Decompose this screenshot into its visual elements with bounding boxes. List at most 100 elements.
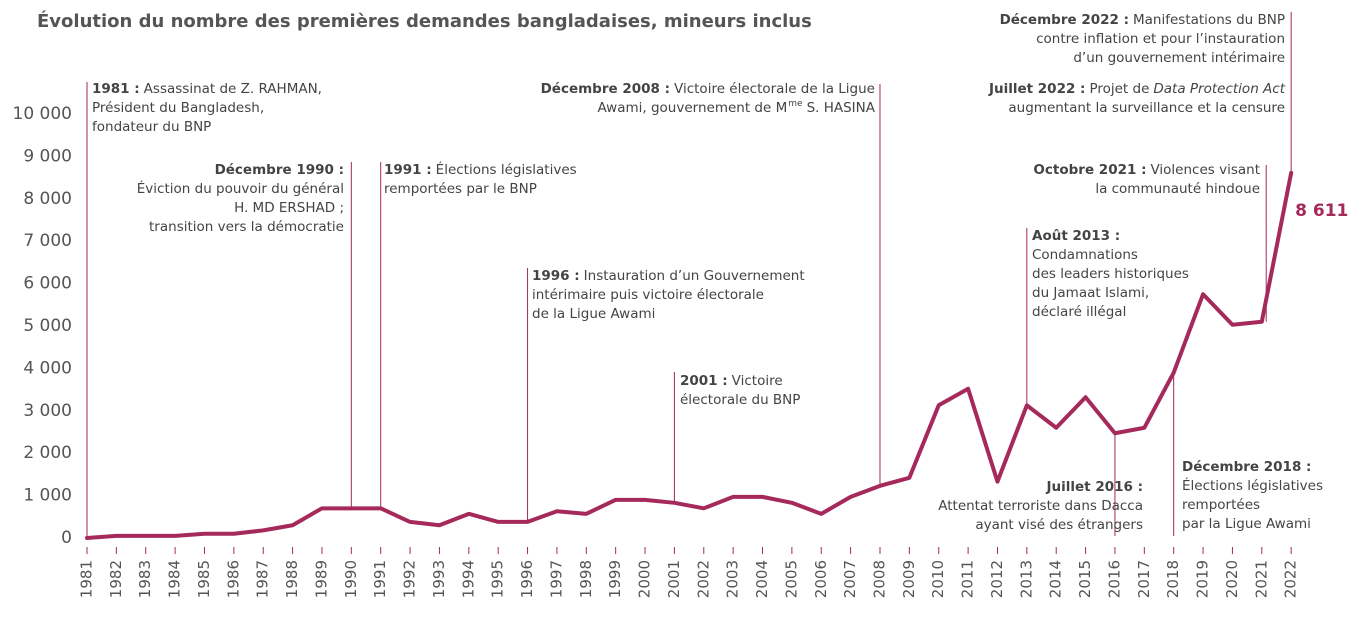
x-tick-label: 1996 [518,560,536,598]
annotation-text: Élections législatives [1182,477,1323,494]
annotation-text: intérimaire puis victoire électorale [532,287,764,303]
annotation: Décembre 1990 : [215,162,344,178]
annotation-text: H. MD ERSHAD ; [234,200,344,216]
y-tick-label: 7 000 [23,231,72,251]
annotation: par la Ligue Awami [1182,516,1311,532]
annotation-text: transition vers la démocratie [149,219,344,235]
annotation: remportées [1182,497,1260,513]
y-tick-label: 3 000 [23,401,72,421]
annotation-text: par la Ligue Awami [1182,516,1311,532]
x-tick-label: 2002 [694,560,712,598]
annotation: d’un gouvernement intérimaire [1073,50,1285,66]
annotation-label: Juillet 2022 : [988,81,1086,97]
annotation: Décembre 2018 : [1182,459,1311,475]
annotation: contre inflation et pour l’instauration [1036,31,1285,47]
annotation: des leaders historiques [1032,266,1189,282]
x-tick-label: 2009 [900,560,918,598]
annotation-label: 2001 : [680,373,728,389]
chart-title: Évolution du nombre des premières demand… [37,10,812,32]
annotation: Attentat terroriste dans Dacca [938,498,1143,514]
x-tick-label: 1982 [107,560,125,598]
annotation-text: Projet de [1089,81,1149,97]
annotation: 2001 : Victoire [680,373,783,389]
annotation: 1991 : Élections législatives [384,161,577,178]
x-tick-label: 2000 [636,560,654,598]
annotation-text: S. HASINA [807,100,876,116]
annotation-text: contre inflation et pour l’instauration [1036,31,1285,47]
annotation: Décembre 2008 : Victoire électorale de la… [541,81,875,97]
x-tick-label: 2011 [959,560,977,598]
x-tick-label: 1983 [136,560,154,598]
x-tick-label: 1988 [283,560,301,598]
annotation-label: Décembre 2008 : [541,81,670,97]
annotation: Awami, gouvernement de Mme S. HASINA [597,99,875,117]
annotation-text: Président du Bangladesh, [92,100,264,116]
x-tick-label: 2008 [870,560,888,598]
y-tick-label: 4 000 [23,358,72,378]
x-tick-label: 1994 [459,560,477,598]
annotation: intérimaire puis victoire électorale [532,287,764,303]
annotation-text: Éviction du pouvoir du général [137,180,344,197]
annotation: Décembre 2022 : Manifestations du BNP [1000,12,1285,28]
x-tick-label: 2001 [665,560,683,598]
x-tick-label: 1987 [254,560,272,598]
x-tick-label: 1989 [312,560,330,598]
annotation-label: Décembre 2018 : [1182,459,1311,475]
annotation-text: électorale du BNP [680,392,800,408]
x-tick-label: 2004 [753,560,771,598]
annotation-text: Victoire [732,373,783,389]
x-tick-label: 2018 [1164,560,1182,598]
annotation-text: Manifestations du BNP [1133,12,1285,28]
x-tick-label: 2006 [812,560,830,598]
annotation: Éviction du pouvoir du général [137,180,344,197]
x-tick-label: 2017 [1135,560,1153,598]
annotation-text: augmentant la surveillance et la censure [1008,100,1285,116]
annotation-label: Octobre 2021 : [1033,162,1146,178]
annotation: Président du Bangladesh, [92,100,264,116]
x-tick-label: 1995 [489,560,507,598]
x-tick-label: 2022 [1282,560,1300,598]
annotation-label: Juillet 2016 : [1046,479,1144,495]
annotation: Juillet 2022 : Projet de Data Protection A… [988,81,1286,97]
annotation-text: Victoire électorale de la Ligue [674,81,875,97]
x-tick-label: 2016 [1105,560,1123,598]
x-tick-label: 2013 [1017,560,1035,598]
annotation-text: Attentat terroriste dans Dacca [938,498,1143,514]
annotation-text: d’un gouvernement intérimaire [1073,50,1285,66]
annotation-label: 1991 : [384,162,432,178]
y-tick-label: 5 000 [23,316,72,336]
y-tick-label: 0 [61,528,72,548]
annotation: Octobre 2021 : Violences visant [1033,162,1260,178]
annotation-text: remportées par le BNP [384,181,537,197]
annotation-label: 1996 : [532,268,580,284]
annotation-text: ayant visé des étrangers [975,517,1143,533]
annotation: fondateur du BNP [92,119,211,135]
y-tick-label: 2 000 [23,443,72,463]
annotation-text: déclaré illégal [1032,304,1126,320]
y-tick-label: 10 000 [13,104,72,124]
value-label: 8 611 [1295,201,1348,221]
x-tick-label: 1985 [195,560,213,598]
x-tick-label: 1992 [401,560,419,598]
annotation: Élections législatives [1182,477,1323,494]
annotation: 1996 : Instauration d’un Gouvernement [532,268,805,284]
x-tick-label: 2012 [988,560,1006,598]
annotation: remportées par le BNP [384,181,537,197]
annotation: la communauté hindoue [1095,181,1260,197]
x-tick-label: 2019 [1194,560,1212,598]
x-tick-label: 1986 [224,560,242,598]
x-tick-label: 1999 [606,560,624,598]
x-tick-label: 2021 [1252,560,1270,598]
x-tick-label: 2007 [841,560,859,598]
x-tick-label: 2005 [782,560,800,598]
annotation: Août 2013 : [1032,228,1120,244]
x-tick-label: 2014 [1047,560,1065,598]
annotation-label: Août 2013 : [1032,228,1120,244]
annotation: de la Ligue Awami [532,306,655,322]
y-tick-label: 1 000 [23,486,72,506]
x-tick-label: 2020 [1223,560,1241,598]
x-tick-label: 1993 [430,560,448,598]
x-tick-label: 2010 [929,560,947,598]
annotation-text: la communauté hindoue [1095,181,1260,197]
